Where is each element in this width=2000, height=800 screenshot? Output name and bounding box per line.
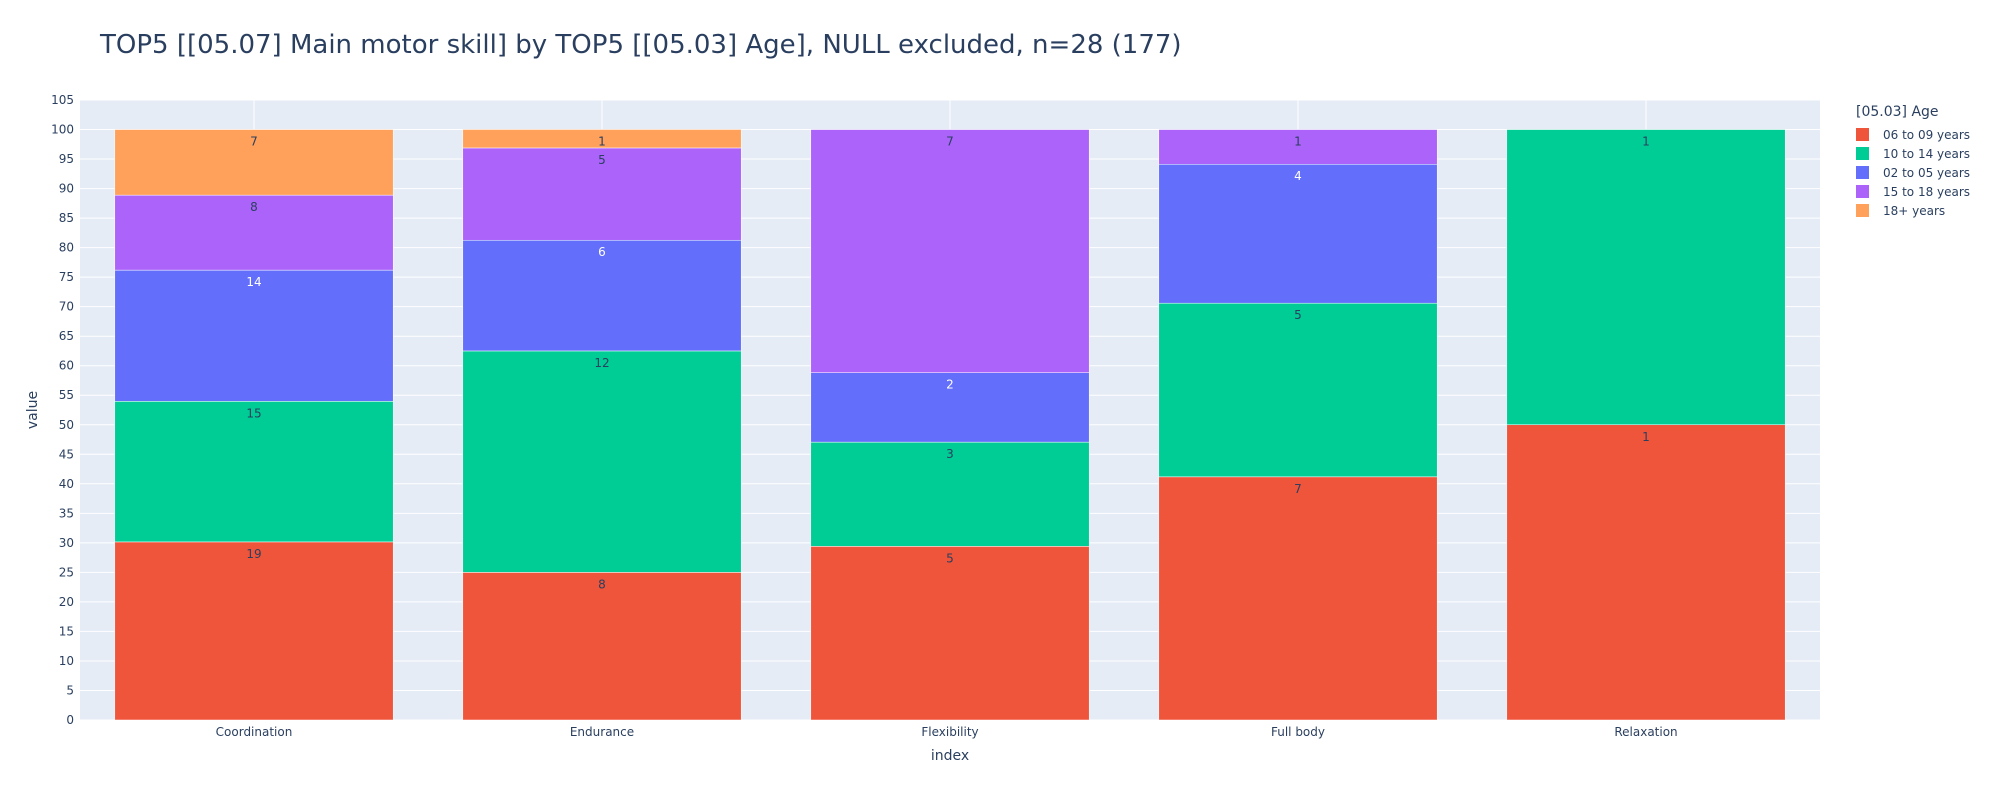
legend-swatch xyxy=(1856,128,1869,141)
legend-swatch xyxy=(1856,204,1869,217)
y-tick-label: 15 xyxy=(59,624,74,638)
y-tick-label: 70 xyxy=(59,300,74,314)
legend-item[interactable]: 10 to 14 years xyxy=(1856,144,1970,163)
chart-title: TOP5 [[05.07] Main motor skill] by TOP5 … xyxy=(100,30,1182,60)
y-tick-label: 10 xyxy=(59,654,74,668)
bar-segment xyxy=(462,147,742,241)
legend-swatch xyxy=(1856,147,1869,160)
y-tick-label: 35 xyxy=(59,506,74,520)
y-tick-label: 60 xyxy=(59,359,74,373)
bar-segment xyxy=(114,401,394,543)
bar-data-label: 15 xyxy=(246,406,261,420)
bar-segment xyxy=(810,129,1090,373)
bar-data-label: 3 xyxy=(946,447,954,461)
legend-item[interactable]: 18+ years xyxy=(1856,201,1970,220)
x-tick-label: Relaxation xyxy=(1614,725,1677,739)
bar-data-label: 8 xyxy=(250,200,258,214)
legend-swatch xyxy=(1856,166,1869,179)
bar-data-label: 7 xyxy=(946,135,954,149)
legend-item[interactable]: 02 to 05 years xyxy=(1856,163,1970,182)
y-tick-label: 55 xyxy=(59,388,74,402)
bar-segment xyxy=(1158,476,1438,721)
y-tick-label: 25 xyxy=(59,565,74,579)
y-tick-label: 65 xyxy=(59,329,74,343)
bar-segment xyxy=(1158,163,1438,304)
bar-segment xyxy=(462,239,742,352)
bar-data-label: 1 xyxy=(598,134,606,148)
bar-segment xyxy=(462,572,742,721)
bar-data-label: 12 xyxy=(594,356,609,370)
x-tick-label: Flexibility xyxy=(921,725,978,739)
y-tick-label: 30 xyxy=(59,536,74,550)
bar-segment xyxy=(1506,129,1786,426)
bar-segment xyxy=(114,194,394,271)
legend-label: 10 to 14 years xyxy=(1883,146,1971,161)
x-axis-title: index xyxy=(931,748,969,764)
y-tick-label: 90 xyxy=(59,182,74,196)
legend: [05.03] Age 06 to 09 years 10 to 14 years… xyxy=(1856,104,1970,220)
legend-item[interactable]: 15 to 18 years xyxy=(1856,182,1970,201)
x-tick-label: Full body xyxy=(1271,725,1325,739)
legend-swatch xyxy=(1856,185,1869,198)
y-tick-label: 80 xyxy=(59,241,74,255)
legend-label: 06 to 09 years xyxy=(1883,127,1971,142)
bar-segment xyxy=(810,441,1090,547)
y-tick-label: 100 xyxy=(51,123,74,137)
y-tick-label: 85 xyxy=(59,211,74,225)
bar-data-label: 5 xyxy=(598,153,606,167)
bar-data-label: 14 xyxy=(246,275,261,289)
bar-data-label: 1 xyxy=(1294,135,1302,149)
bar-segment xyxy=(114,541,394,721)
bar-data-label: 1 xyxy=(1642,430,1650,444)
x-tick-label: Coordination xyxy=(216,725,293,739)
bar-segment xyxy=(114,129,394,196)
bar-data-label: 7 xyxy=(1294,482,1302,496)
y-tick-label: 5 xyxy=(66,683,74,697)
bar-data-label: 19 xyxy=(246,547,261,561)
bar-segment xyxy=(810,546,1090,721)
y-tick-label: 0 xyxy=(66,713,74,727)
bar-segment xyxy=(810,372,1090,443)
bar-data-label: 8 xyxy=(598,577,606,591)
bar-data-label: 5 xyxy=(946,551,954,565)
y-tick-label: 50 xyxy=(59,418,74,432)
bar-data-label: 6 xyxy=(598,245,606,259)
legend-label: 18+ years xyxy=(1883,203,1946,218)
y-tick-label: 40 xyxy=(59,477,74,491)
bar-segment xyxy=(1506,424,1786,721)
legend-label: 02 to 05 years xyxy=(1883,165,1971,180)
bar-data-label: 5 xyxy=(1294,308,1302,322)
bar-data-label: 1 xyxy=(1642,135,1650,149)
y-tick-label: 45 xyxy=(59,447,74,461)
y-tick-label: 75 xyxy=(59,270,74,284)
bar-data-label: 2 xyxy=(946,378,954,392)
bar-segment xyxy=(462,350,742,573)
y-axis-title: value xyxy=(25,391,41,429)
bar-segment xyxy=(462,129,742,149)
x-tick-label: Endurance xyxy=(570,725,634,739)
bar-segment xyxy=(114,269,394,402)
bar-data-label: 7 xyxy=(250,135,258,149)
y-tick-label: 20 xyxy=(59,595,74,609)
y-tick-label: 95 xyxy=(59,152,74,166)
legend-title: [05.03] Age xyxy=(1856,104,1939,120)
legend-label: 15 to 18 years xyxy=(1883,184,1971,199)
y-tick-label: 105 xyxy=(51,93,74,107)
legend-item[interactable]: 06 to 09 years xyxy=(1856,125,1970,144)
bar-data-label: 4 xyxy=(1294,169,1302,183)
bar-segment xyxy=(1158,302,1438,478)
bar-segment xyxy=(1158,129,1438,165)
